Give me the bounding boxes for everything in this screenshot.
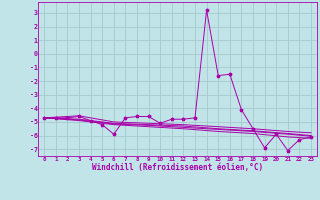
X-axis label: Windchill (Refroidissement éolien,°C): Windchill (Refroidissement éolien,°C) — [92, 163, 263, 172]
